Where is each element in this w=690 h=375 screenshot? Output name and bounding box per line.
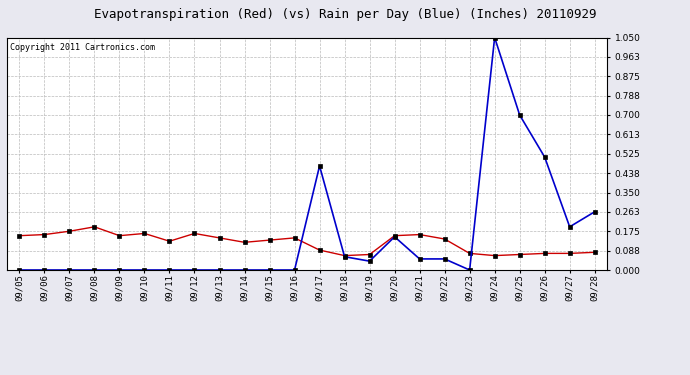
Text: Evapotranspiration (Red) (vs) Rain per Day (Blue) (Inches) 20110929: Evapotranspiration (Red) (vs) Rain per D… bbox=[94, 8, 596, 21]
Text: Copyright 2011 Cartronics.com: Copyright 2011 Cartronics.com bbox=[10, 44, 155, 52]
